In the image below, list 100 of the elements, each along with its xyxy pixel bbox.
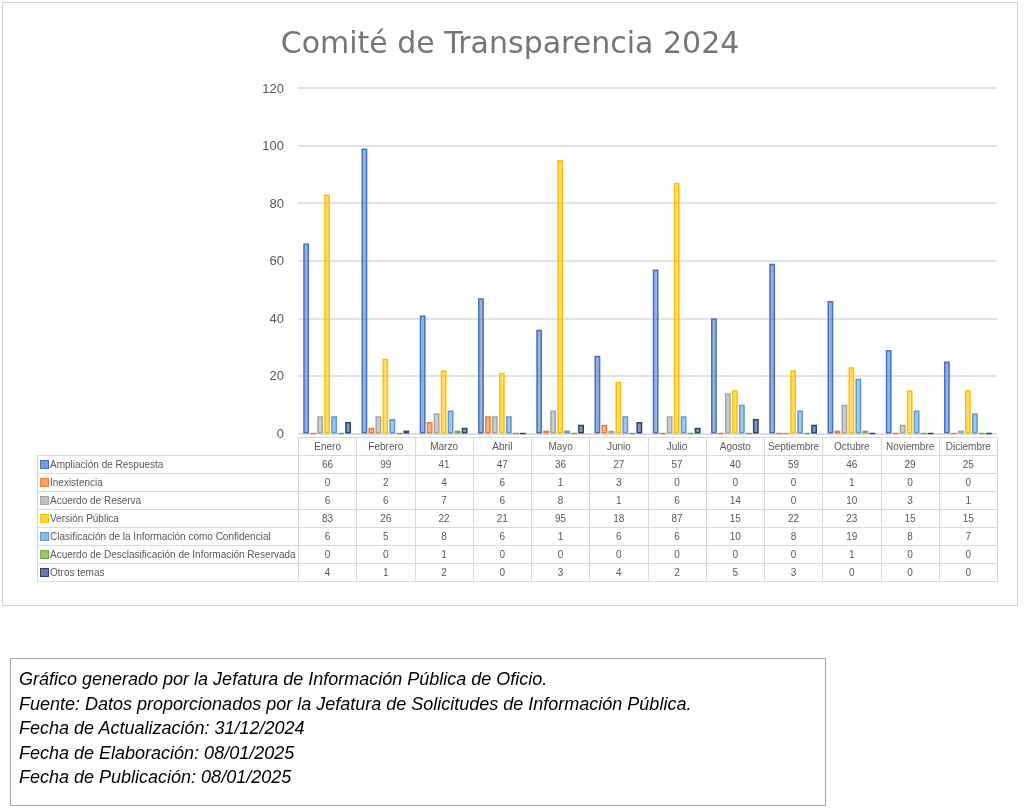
data-label: 29 (881, 455, 940, 474)
data-label: 1 (939, 491, 998, 510)
data-label: 7 (939, 527, 998, 546)
data-label: 8 (415, 527, 474, 546)
bar (324, 194, 331, 434)
bar (550, 410, 557, 434)
text: Fecha de Elaboración: 08/01/2025 (19, 741, 296, 765)
bar (797, 410, 804, 434)
bar (477, 298, 484, 434)
data-label: 0 (356, 545, 415, 564)
data-label: 41 (415, 455, 474, 474)
x-tick-label: Octubre (822, 437, 881, 456)
data-label: 6 (648, 527, 707, 546)
data-label: 8 (531, 491, 590, 510)
data-label: 0 (531, 545, 590, 564)
bar (848, 367, 855, 434)
y-tick-label: 120 (262, 80, 284, 96)
data-label: 0 (473, 545, 532, 564)
data-label: 40 (706, 455, 765, 474)
bar (447, 410, 454, 434)
chart-title: Comité de Transparencia 2024 (280, 24, 740, 60)
data-label: 2 (415, 563, 474, 582)
bar (906, 390, 913, 434)
bar (484, 416, 491, 434)
x-tick-label: Febrero (356, 437, 415, 456)
y-tick-label: 80 (269, 195, 284, 211)
bar (899, 424, 906, 434)
bar (790, 370, 797, 434)
text: Gráfico generado por la Jefatura de Información Pública de Oficio. (19, 668, 549, 691)
data-label: 2 (648, 563, 707, 582)
bar (331, 416, 338, 434)
x-tick-label: Marzo (415, 437, 474, 456)
x-tick-label: Noviembre (881, 437, 940, 456)
data-label: 6 (356, 491, 415, 510)
bar (419, 315, 426, 434)
data-label: 26 (356, 509, 415, 528)
data-label: 0 (881, 545, 940, 564)
y-tick-label: 20 (269, 368, 284, 384)
bar (557, 159, 564, 434)
data-label: 1 (415, 545, 474, 564)
bar (752, 419, 759, 434)
data-label: 8 (764, 527, 823, 546)
data-label: 0 (764, 491, 823, 510)
bar (841, 404, 848, 434)
data-label: 46 (822, 455, 881, 474)
bar (673, 183, 680, 434)
legend-label: Clasificación de la Información como Confidencial (37, 527, 299, 546)
data-label: 0 (648, 473, 707, 492)
data-label: 0 (881, 473, 940, 492)
data-label: 18 (589, 509, 648, 528)
data-label: 22 (415, 509, 474, 528)
data-label: 83 (298, 509, 357, 528)
data-label: 8 (881, 527, 940, 546)
bar (666, 416, 673, 434)
bar (426, 421, 433, 434)
legend-label: Otros temas (37, 563, 299, 582)
data-label: 4 (298, 563, 357, 582)
data-label: 6 (298, 491, 357, 510)
data-label: 0 (881, 563, 940, 582)
data-label: 15 (881, 509, 940, 528)
legend-label: Ampliación de Respuesta (37, 455, 299, 474)
data-label: 15 (939, 509, 998, 528)
data-label: 25 (939, 455, 998, 474)
bar (498, 373, 505, 434)
x-tick-label: Abril (473, 437, 532, 456)
source-note: Fuente: Datos proporcionados por la Jefatura de Solicitudes de Información Pública. (19, 692, 693, 716)
data-label: 59 (764, 455, 823, 474)
data-label: 36 (531, 455, 590, 474)
data-label: 0 (706, 545, 765, 564)
data-label: 6 (648, 491, 707, 510)
bar (913, 410, 920, 434)
data-label: 0 (298, 473, 357, 492)
legend-label: Acuerdo de Desclasificación de Información Reservada (37, 545, 299, 564)
bar (738, 404, 745, 434)
y-tick-label: 40 (269, 310, 284, 326)
data-label: 4 (415, 473, 474, 492)
legend-label: Versión Pública (37, 509, 299, 528)
bar (433, 413, 440, 434)
data-label: 57 (648, 455, 707, 474)
data-label: 1 (589, 491, 648, 510)
bar (710, 318, 717, 434)
data-label: 1 (531, 473, 590, 492)
data-label: 0 (764, 473, 823, 492)
data-label: 5 (356, 527, 415, 546)
bar (943, 361, 950, 434)
data-label: 27 (589, 455, 648, 474)
x-tick-label: Mayo (531, 437, 590, 456)
data-label: 0 (939, 563, 998, 582)
bar (615, 381, 622, 434)
legend-label: Acuerdo de Reserva (37, 491, 299, 510)
data-label: 3 (764, 563, 823, 582)
y-tick-label: 60 (269, 253, 284, 269)
y-tick-label: 100 (262, 138, 284, 154)
bar (345, 421, 352, 434)
data-label: 0 (589, 545, 648, 564)
data-label: 87 (648, 509, 707, 528)
x-tick-label: Diciembre (939, 437, 998, 456)
data-label: 2 (356, 473, 415, 492)
bar (769, 263, 776, 434)
bar (601, 424, 608, 434)
